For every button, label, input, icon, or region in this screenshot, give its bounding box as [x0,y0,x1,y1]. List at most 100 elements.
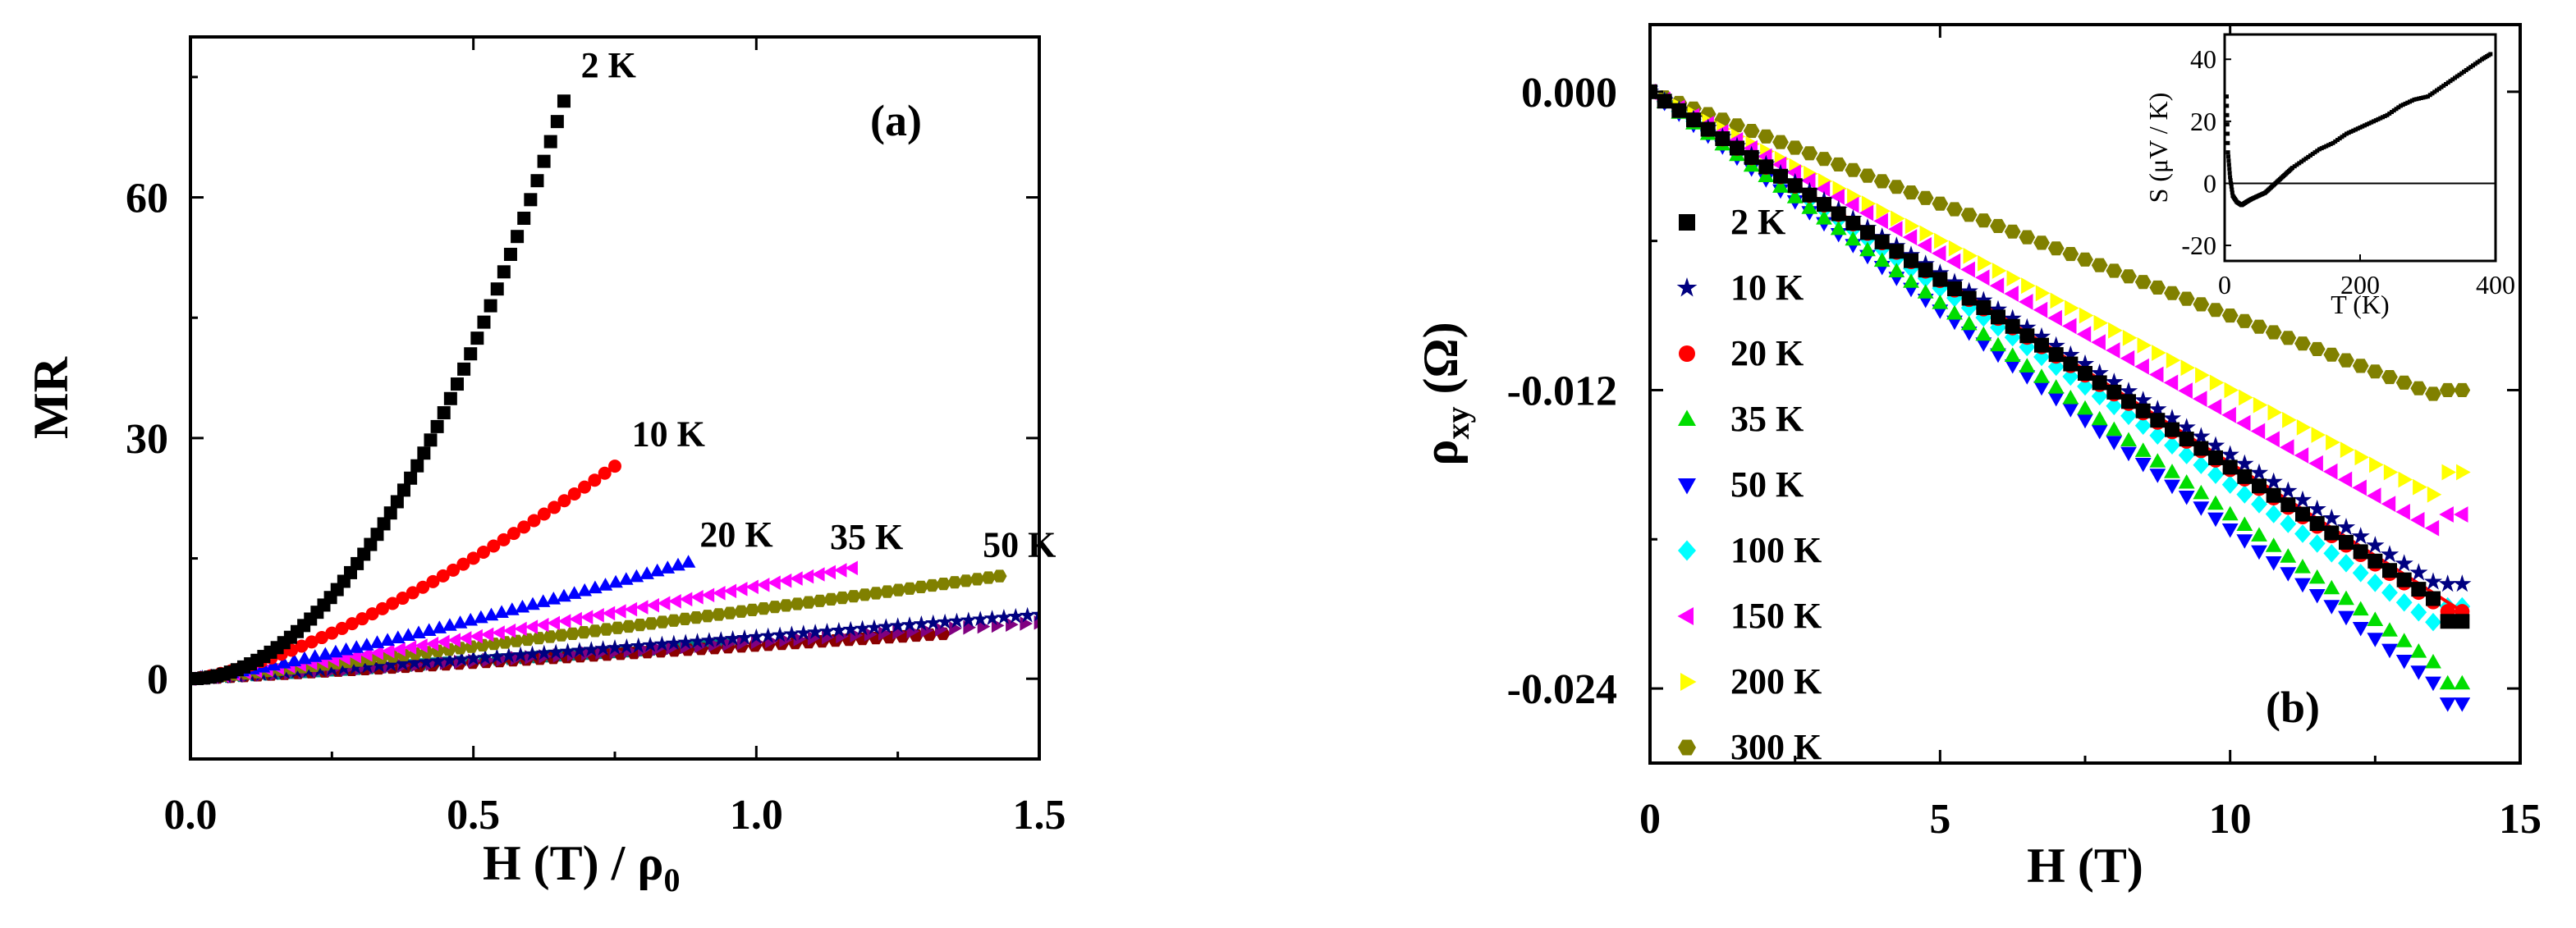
data-point [1960,208,1978,222]
data-point [484,299,497,313]
data-point [550,115,564,129]
data-point [790,571,803,586]
data-point [598,466,612,480]
panel-label-a: (a) [870,96,922,145]
data-point [613,604,626,619]
data-point [2367,633,2384,647]
data-point [624,601,638,617]
data-point [818,623,836,638]
legend-marker [1677,607,1694,625]
series-label: 10 K [632,414,705,455]
data-point [2440,614,2455,629]
data-point [2439,697,2456,712]
data-point [2106,396,2123,416]
data-point [842,620,859,637]
data-point [383,506,397,520]
data-point [2237,469,2253,484]
data-point [960,611,977,628]
data-point [2439,674,2456,690]
data-point [1700,121,1716,137]
data-point [759,627,777,643]
inset-point [2394,107,2399,112]
data-point [778,599,794,612]
data-point [390,495,404,509]
data-point [2264,472,2283,490]
data-point [2221,309,2239,323]
data-point [1888,263,1905,277]
data-point [1990,218,2006,233]
data-point [2251,319,2267,334]
data-point [2162,409,2182,427]
data-point [790,597,805,610]
data-point [2295,506,2310,522]
legend-item: 2 K [1679,202,1785,242]
data-point [569,611,582,627]
legend-marker [1678,478,1696,495]
data-point [812,594,827,607]
inset-point [2297,161,2302,166]
data-point [801,596,816,609]
inset-point [2426,94,2430,99]
data-point [1729,118,1745,133]
data-point [492,625,505,640]
data-point [2441,464,2456,481]
data-point [359,657,376,674]
legend-marker [1678,540,1696,561]
data-point [417,446,431,460]
inset-point [2462,69,2466,74]
data-point [565,627,580,640]
data-point [2367,553,2383,569]
data-point [2208,450,2223,465]
data-point [2120,406,2137,426]
data-point [2019,294,2033,310]
data-point [2252,478,2267,494]
legend-item: 200 K [1680,661,1822,702]
inset-point [2337,136,2342,141]
data-point [312,661,328,677]
data-point [406,586,419,600]
data-point [2152,345,2166,361]
data-point [2323,579,2340,595]
legend-label: 20 K [1730,333,1804,373]
data-point [2032,327,2051,345]
data-point [2221,523,2239,538]
inset-point [2376,117,2381,121]
data-point [914,580,928,593]
data-point [2120,350,2135,367]
inset-point [2358,125,2363,130]
data-point [2035,285,2051,302]
data-point [1773,168,1788,184]
legend-item: 300 K [1678,727,1822,767]
data-point [2207,399,2222,415]
series-300K [1650,85,2471,401]
inset-point [2345,131,2349,136]
data-point [736,635,750,651]
data-point [2093,314,2108,331]
data-point [580,610,594,624]
data-point [947,576,962,589]
data-point [665,634,682,651]
data-point [610,621,626,634]
data-point [2352,359,2369,373]
data-point [823,565,836,580]
data-point [447,563,461,577]
data-point [668,594,681,609]
inset-point [2427,93,2432,98]
data-point [2163,374,2179,391]
data-point [629,569,644,583]
data-point [793,632,807,647]
data-point [2193,441,2209,456]
inset-point [2385,112,2390,117]
data-point [2338,554,2354,573]
data-point [2280,439,2294,456]
data-point [1743,124,1760,139]
data-point [396,483,410,497]
data-point [2077,400,2093,415]
data-point [2019,370,2036,385]
data-point [2367,611,2384,626]
legend-item: 35 K [1678,399,1804,439]
data-point [396,592,410,606]
data-point [1960,261,1975,278]
data-point [2294,578,2311,593]
x-axis-title: H (T) [2027,839,2143,893]
